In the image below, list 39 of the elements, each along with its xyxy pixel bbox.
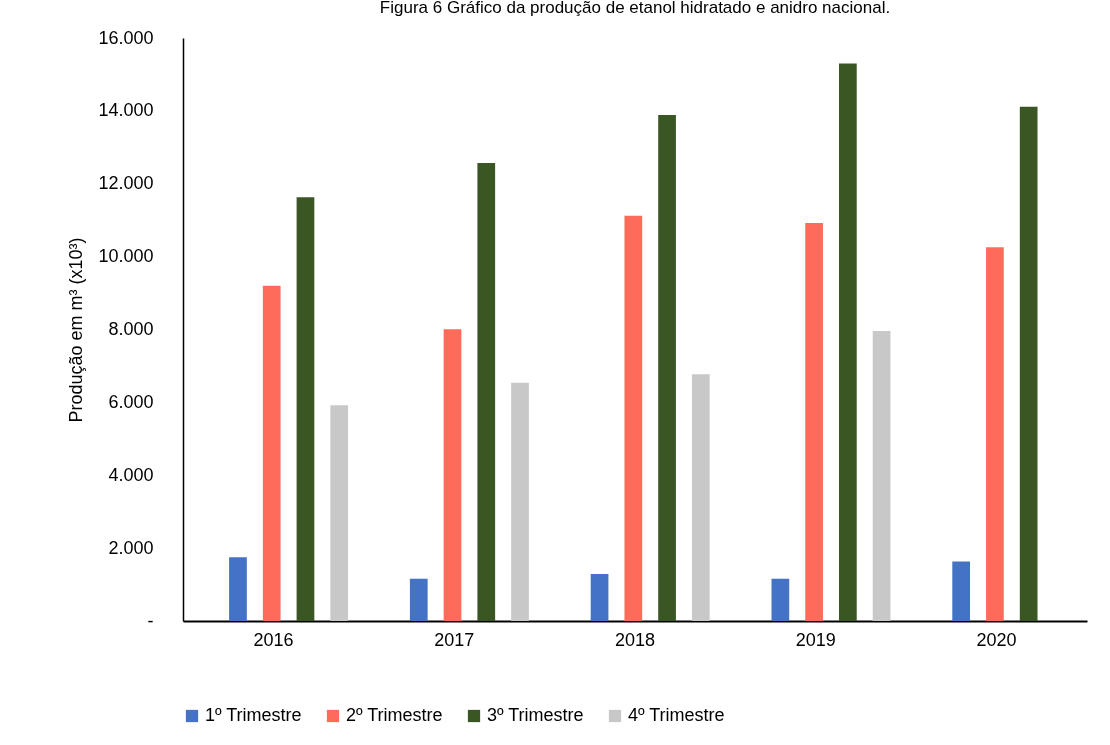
bar [229, 557, 247, 621]
x-tick-label: 2019 [795, 629, 836, 650]
x-tick-label: 2016 [253, 629, 294, 650]
bar [1019, 106, 1038, 621]
y-axis-title: Produção em m³ (x10³) [66, 237, 87, 423]
bar [872, 330, 891, 621]
bar [839, 63, 857, 621]
bar [986, 247, 1004, 621]
bar [477, 162, 496, 621]
legend-label: 4º Trimestre [628, 705, 725, 725]
y-tick-label: 14.000 [98, 100, 154, 121]
y-tick-label: 12.000 [98, 173, 154, 194]
y-tick-label: 4.000 [108, 464, 154, 485]
bar [590, 574, 609, 621]
y-tick-label: - [147, 610, 154, 631]
y-tick-label: 10.000 [98, 246, 154, 267]
bar [511, 382, 529, 621]
x-tick-label: 2020 [976, 629, 1017, 650]
bar [296, 197, 315, 621]
legend-label: 1º Trimestre [205, 705, 302, 725]
y-tick-label: 8.000 [108, 319, 154, 339]
bar [771, 578, 790, 621]
x-tick-label: 2017 [434, 629, 475, 650]
legend-label: 2º Trimestre [346, 705, 443, 725]
bar [658, 114, 676, 621]
bar [330, 405, 349, 621]
y-tick-label: 6.000 [108, 391, 154, 412]
x-tick-label: 2018 [614, 629, 656, 650]
chart-title: Figura 6 Gráfico da produção de etanol hidratado e anidro nacional. [379, 0, 891, 17]
bar [624, 215, 643, 621]
legend-label: 3º Trimestre [487, 705, 584, 725]
bar [952, 561, 971, 621]
bar [262, 285, 281, 621]
bar [409, 578, 428, 621]
bar [805, 223, 823, 621]
bar [443, 329, 462, 621]
y-tick-label: 2.000 [108, 537, 154, 558]
bar [691, 374, 710, 621]
y-tick-label: 16.000 [98, 27, 154, 48]
